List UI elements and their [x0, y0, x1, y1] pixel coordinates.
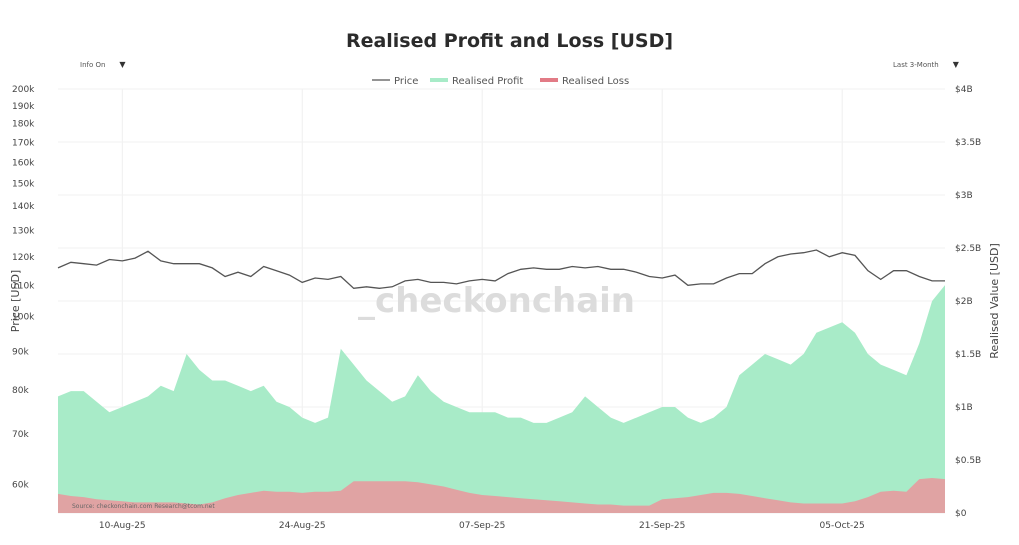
info-toggle-label: Info On [80, 61, 106, 69]
y-left-tick-label: 80k [12, 386, 29, 396]
y-left-tick-label: 130k [12, 226, 35, 236]
y-left-tick-label: 120k [12, 253, 35, 263]
legend-item-realised-loss-label: Realised Loss [562, 76, 629, 87]
source-note: Source: checkonchain.com Research@tcom.n… [72, 503, 215, 510]
y-left-tick-label: 180k [12, 120, 35, 130]
range-select[interactable]: Last 3-Month ▼ [893, 60, 959, 69]
y-right-tick-label: $0.5B [955, 456, 981, 466]
chart-title: Realised Profit and Loss [USD] [345, 30, 674, 52]
y-left-tick-label: 160k [12, 158, 35, 168]
y-left-tick-label: 170k [12, 138, 35, 148]
x-tick-label: 10-Aug-25 [99, 521, 146, 531]
y-right-tick-label: $4B [955, 85, 973, 95]
x-tick-label: 07-Sep-25 [459, 521, 505, 531]
chevron-down-icon: ▼ [952, 60, 959, 69]
series-area-realised-loss [58, 478, 945, 513]
y-right-tick-label: $1B [955, 403, 973, 413]
series-area-realised-profit [58, 285, 945, 513]
y-left-tick-label: 100k [12, 313, 35, 323]
y-left-tick-label: 150k [12, 179, 35, 189]
legend-item-price-label: Price [394, 76, 418, 87]
y-left-tick-label: 140k [12, 202, 35, 212]
y-left-tick-label: 190k [12, 102, 35, 112]
y-right-axis-label: Realised Value [USD] [988, 243, 1001, 359]
y-left-axis-label: Price [USD] [9, 270, 22, 332]
x-tick-label: 05-Oct-25 [820, 521, 865, 531]
x-tick-label: 24-Aug-25 [279, 521, 326, 531]
y-left-tick-label: 70k [12, 430, 29, 440]
y-right-tick-label: $0 [955, 509, 967, 519]
range-select-label: Last 3-Month [893, 61, 939, 69]
y-right-tick-label: $3.5B [955, 138, 981, 148]
chevron-down-icon: ▼ [119, 60, 126, 69]
x-tick-label: 21-Sep-25 [639, 521, 685, 531]
y-left-tick-label: 60k [12, 480, 29, 490]
y-right-tick-label: $3B [955, 191, 973, 201]
legend-item-realised-profit-label: Realised Profit [452, 76, 523, 87]
series-line-price [57, 249, 945, 289]
y-left-tick-label: 110k [12, 281, 35, 291]
y-left-tick-label: 90k [12, 347, 29, 357]
info-toggle[interactable]: Info On ▼ [80, 60, 126, 69]
y-right-tick-label: $2B [955, 297, 973, 307]
watermark: _checkonchain [358, 281, 635, 321]
y-right-tick-label: $1.5B [955, 350, 981, 360]
y-left-tick-label: 200k [12, 85, 35, 95]
y-right-tick-label: $2.5B [955, 244, 981, 254]
